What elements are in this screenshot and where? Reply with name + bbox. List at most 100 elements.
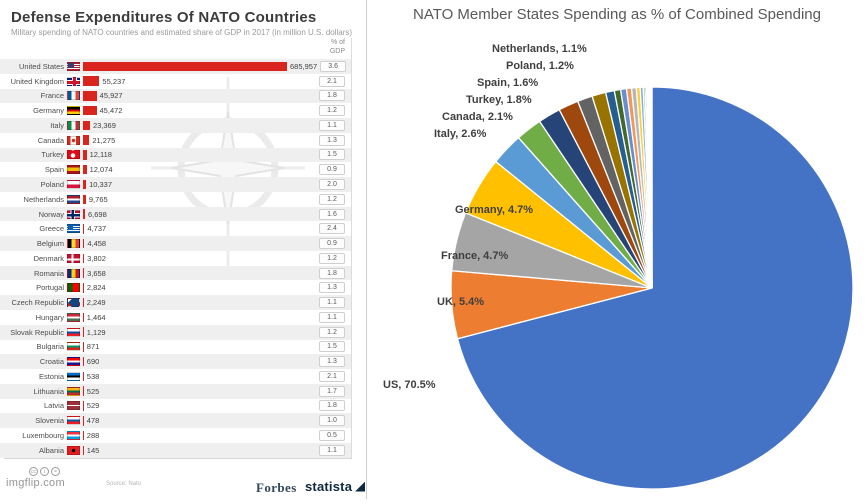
- country-flag-icon: [67, 298, 80, 307]
- statista-flag-icon: [355, 482, 365, 492]
- expenditure-bar: [83, 91, 97, 101]
- country-label: Lithuania: [0, 387, 64, 396]
- pie-label-uk: UK, 5.4%: [437, 296, 484, 308]
- country-flag-icon: [67, 91, 80, 100]
- gdp-badge: 1.1: [319, 445, 345, 456]
- expenditure-bar: [83, 313, 84, 323]
- bar-track: 3,658: [83, 268, 316, 278]
- expenditure-value: 529: [87, 401, 100, 410]
- expenditure-value: 288: [87, 431, 100, 440]
- pie-chart-panel: NATO Member States Spending as % of Comb…: [367, 0, 867, 499]
- pie-chart-title: NATO Member States Spending as % of Comb…: [367, 6, 867, 23]
- country-label: Bulgaria: [0, 342, 64, 351]
- country-label: Spain: [0, 165, 64, 174]
- country-flag-icon: [67, 106, 80, 115]
- gdp-badge: 0.9: [319, 164, 345, 175]
- country-label: Slovenia: [0, 416, 64, 425]
- gdp-badge: 2.0: [319, 179, 345, 190]
- gdp-badge: 1.2: [319, 194, 345, 205]
- country-label: Canada: [0, 136, 64, 145]
- expenditure-value: 3,802: [87, 254, 106, 263]
- expenditure-bar: [83, 446, 84, 456]
- gdp-badge: 1.3: [319, 282, 345, 293]
- expenditure-value: 10,337: [89, 180, 112, 189]
- bar-track: 10,337: [83, 180, 316, 190]
- country-label: Croatia: [0, 357, 64, 366]
- country-label: Hungary: [0, 313, 64, 322]
- defense-expenditures-chart: Defense Expenditures Of NATO Countries M…: [0, 0, 366, 499]
- country-label: Belgium: [0, 239, 64, 248]
- bar-track: 21,275: [83, 135, 316, 145]
- expenditure-bar: [83, 165, 87, 175]
- expenditure-bar: [83, 357, 84, 367]
- country-flag-icon: [67, 195, 80, 204]
- expenditure-bar: [83, 298, 84, 308]
- expenditure-value: 45,472: [100, 106, 123, 115]
- pie-label-us: US, 70.5%: [383, 379, 436, 391]
- country-flag-icon: [67, 165, 80, 174]
- expenditure-value: 871: [87, 342, 100, 351]
- pie-label-poland: Poland, 1.2%: [506, 60, 574, 72]
- source-note: Source: Nato: [106, 481, 141, 487]
- expenditure-bar: [83, 416, 84, 426]
- gdp-badge: 1.5: [319, 149, 345, 160]
- country-label: Romania: [0, 269, 64, 278]
- gdp-badge: 1.2: [319, 253, 345, 264]
- country-flag-icon: [67, 150, 80, 159]
- expenditure-value: 690: [87, 357, 100, 366]
- country-flag-icon: [67, 387, 80, 396]
- country-label: Netherlands: [0, 195, 64, 204]
- expenditure-bar: [83, 342, 84, 352]
- expenditure-bar: [83, 401, 84, 411]
- country-flag-icon: [67, 210, 80, 219]
- gdp-header-line2: GDP: [280, 47, 345, 56]
- cc-by-icon: i: [40, 467, 49, 476]
- gdp-badge: 2.1: [319, 371, 345, 382]
- bar-track: 12,118: [83, 150, 316, 160]
- bar-track: 55,237: [83, 76, 316, 86]
- expenditure-value: 3,658: [87, 269, 106, 278]
- bar-track: 45,927: [83, 91, 316, 101]
- country-flag-icon: [67, 283, 80, 292]
- expenditure-bar: [83, 268, 84, 278]
- bar-track: 529: [83, 401, 316, 411]
- country-label: Turkey: [0, 150, 64, 159]
- expenditure-bar: [83, 327, 84, 337]
- gdp-badge: 1.8: [319, 90, 345, 101]
- country-flag-icon: [67, 313, 80, 322]
- bar-track: 2,824: [83, 283, 316, 293]
- gdp-badge: 1.3: [319, 135, 345, 146]
- cc-nd-icon: =: [51, 467, 60, 476]
- bar-track: 288: [83, 431, 316, 441]
- expenditure-bar: [83, 180, 86, 190]
- expenditure-bar: [83, 386, 84, 396]
- bar-track: 45,472: [83, 106, 316, 116]
- table-row: Netherlands 9,765 1.2: [0, 192, 352, 207]
- expenditure-value: 145: [87, 446, 100, 455]
- expenditure-value: 55,237: [102, 77, 125, 86]
- expenditure-bar: [83, 106, 97, 116]
- country-label: Germany: [0, 106, 64, 115]
- expenditure-value: 4,737: [87, 224, 106, 233]
- country-flag-icon: [67, 136, 80, 145]
- country-label: Estonia: [0, 372, 64, 381]
- gdp-badge: 1.2: [319, 105, 345, 116]
- country-flag-icon: [67, 416, 80, 425]
- expenditure-value: 45,927: [100, 91, 123, 100]
- country-label: Greece: [0, 224, 64, 233]
- expenditure-bar: [83, 372, 84, 382]
- pie-label-canada: Canada, 2.1%: [442, 111, 513, 123]
- gdp-badge: 1.1: [319, 120, 345, 131]
- expenditure-value: 9,765: [89, 195, 108, 204]
- bar-track: 6,698: [83, 209, 316, 219]
- bar-track: 690: [83, 357, 316, 367]
